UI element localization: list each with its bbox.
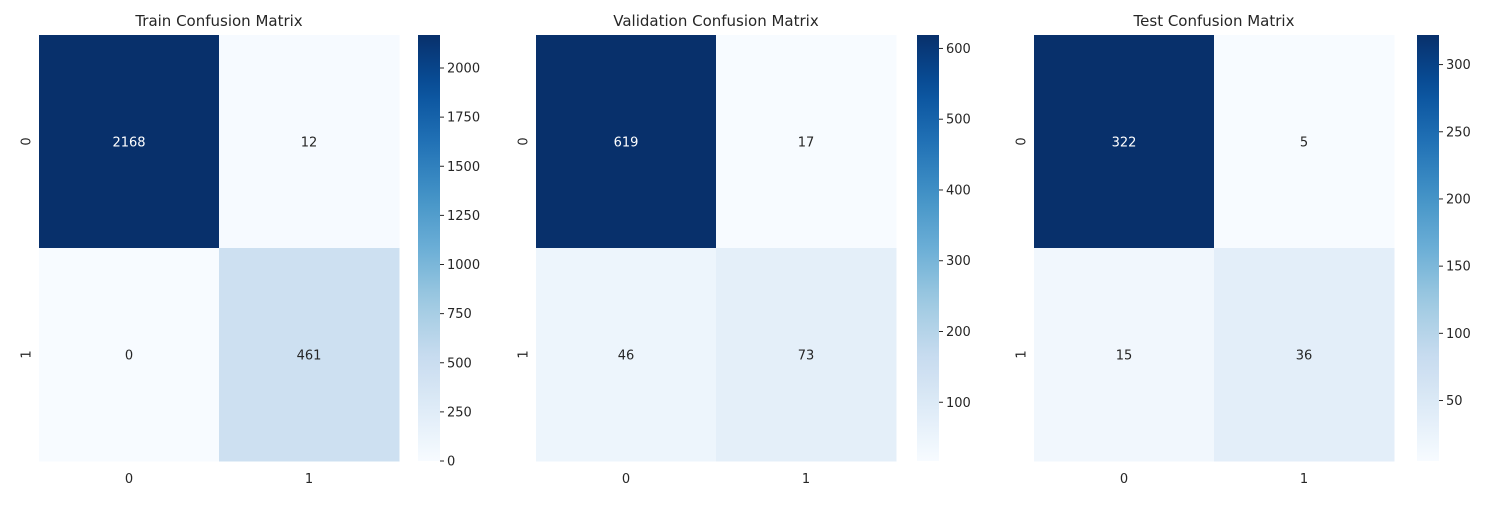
colorbar — [418, 35, 440, 461]
heatmap-panel-0: Train Confusion Matrix 2168 12 0 461 0 1 0 1 0 250… — [20, 12, 481, 487]
colorbar-tick-label: 500 — [946, 113, 971, 128]
cell-value-label: 17 — [798, 136, 815, 151]
heatmap-cell — [219, 248, 400, 462]
colorbar-tick-label: 500 — [447, 356, 472, 371]
colorbar-tick-label: 2000 — [447, 62, 480, 77]
colorbar-tick-label: 150 — [1446, 260, 1471, 275]
colorbar-tick-label: 300 — [946, 254, 971, 269]
colorbar-tick-label: 200 — [946, 325, 971, 340]
x-tick-label: 1 — [802, 472, 810, 487]
colorbar-tick-label: 400 — [946, 183, 971, 198]
heatmap-cell — [1034, 248, 1215, 462]
cell-value-label: 619 — [614, 136, 639, 151]
colorbar-tick-label: 1000 — [447, 258, 480, 273]
heatmap-panel-1: Validation Confusion Matrix 619 17 46 73 0 1 0 1… — [517, 12, 971, 487]
colorbar-tick-label: 100 — [946, 396, 971, 411]
y-tick-label: 1 — [1015, 350, 1030, 358]
colorbar-tick-label: 1250 — [447, 209, 480, 224]
heatmap-cell — [1214, 248, 1395, 462]
colorbar-tick-label: 200 — [1446, 192, 1471, 207]
x-tick-label: 0 — [622, 472, 630, 487]
x-tick-label: 1 — [305, 472, 313, 487]
colorbar-tick-label: 50 — [1446, 394, 1463, 409]
colorbar — [917, 35, 939, 461]
x-tick-label: 1 — [1300, 472, 1308, 487]
x-tick-label: 0 — [1120, 472, 1128, 487]
colorbar-tick-label: 600 — [946, 42, 971, 57]
colorbar-tick-label: 100 — [1446, 327, 1471, 342]
cell-value-label: 73 — [798, 349, 815, 364]
y-tick-label: 0 — [20, 137, 35, 145]
heatmap-cell — [1034, 35, 1215, 249]
colorbar-tick-label: 250 — [447, 405, 472, 420]
heatmap-cell — [716, 35, 897, 249]
heatmap-cell — [1214, 35, 1395, 249]
heatmap-cell — [716, 248, 897, 462]
chart-title: Test Confusion Matrix — [1133, 12, 1295, 30]
cell-value-label: 46 — [618, 349, 635, 364]
heatmap-cell — [39, 248, 220, 462]
cell-value-label: 322 — [1112, 136, 1137, 151]
colorbar — [1417, 35, 1439, 461]
cell-value-label: 5 — [1300, 136, 1308, 151]
colorbar-tick-label: 0 — [447, 455, 455, 470]
chart-title: Train Confusion Matrix — [134, 12, 302, 30]
cell-value-label: 12 — [301, 136, 318, 151]
colorbar-tick-label: 250 — [1446, 125, 1471, 140]
colorbar-tick-label: 300 — [1446, 58, 1471, 73]
y-tick-label: 0 — [1015, 137, 1030, 145]
cell-value-label: 0 — [125, 349, 133, 364]
cell-value-label: 36 — [1296, 349, 1313, 364]
cell-value-label: 461 — [297, 349, 322, 364]
x-tick-label: 0 — [125, 472, 133, 487]
heatmap-cell — [536, 248, 717, 462]
heatmap-cell — [536, 35, 717, 249]
chart-title: Validation Confusion Matrix — [613, 12, 819, 30]
y-tick-label: 1 — [517, 350, 532, 358]
heatmap-cell — [39, 35, 220, 249]
colorbar-tick-label: 1500 — [447, 160, 480, 175]
cell-value-label: 15 — [1116, 349, 1133, 364]
cell-value-label: 2168 — [112, 136, 145, 151]
colorbar-tick-label: 750 — [447, 307, 472, 322]
y-tick-label: 0 — [517, 137, 532, 145]
heatmap-cell — [219, 35, 400, 249]
y-tick-label: 1 — [20, 350, 35, 358]
colorbar-tick-label: 1750 — [447, 111, 480, 126]
